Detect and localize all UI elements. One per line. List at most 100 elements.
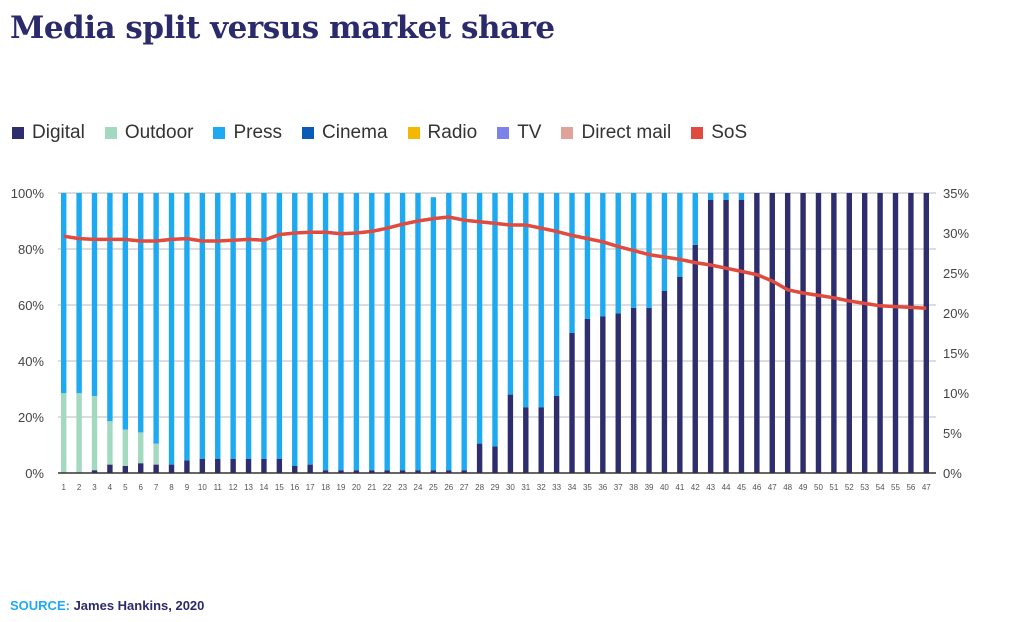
legend-swatch: [302, 127, 315, 139]
bar-digital-5: [122, 466, 129, 473]
x-tick: 50: [814, 483, 823, 492]
x-tick: 24: [414, 483, 423, 492]
x-tick: 34: [568, 483, 577, 492]
bar-press-8: [168, 193, 175, 465]
bar-press-40: [661, 193, 668, 291]
x-tick: 1: [61, 483, 66, 492]
bar-digital-54: [877, 193, 883, 473]
x-tick: 10: [198, 483, 207, 492]
bar-digital-4: [107, 464, 113, 473]
x-tick: 33: [552, 483, 561, 492]
bar-press-25: [430, 197, 437, 471]
legend-item-cinema: Cinema: [302, 122, 388, 144]
bar-digital-7: [153, 464, 159, 473]
bar-digital-24: [415, 470, 421, 473]
y-right-tick: 10%: [943, 386, 969, 401]
bar-digital-25: [430, 470, 437, 473]
x-tick: 56: [906, 483, 915, 492]
bar-press-15: [276, 193, 283, 459]
bar-press-27: [461, 193, 467, 471]
bar-press-24: [415, 193, 421, 471]
bar-press-28: [476, 193, 483, 444]
bar-digital-39: [646, 307, 652, 473]
legend-item-press: Press: [213, 122, 282, 144]
bar-digital-43: [707, 200, 714, 473]
bar-outdoor-3: [91, 396, 98, 471]
x-tick: 37: [614, 483, 623, 492]
bar-press-1: [61, 193, 67, 394]
x-tick: 17: [306, 483, 315, 492]
bar-digital-55: [892, 193, 899, 473]
bar-press-44: [723, 193, 729, 200]
bar-press-36: [600, 193, 606, 317]
legend-swatch: [497, 127, 510, 139]
x-tick: 54: [876, 483, 885, 492]
y-right-tick: 0%: [943, 466, 962, 481]
bar-press-19: [338, 193, 344, 471]
bar-digital-41: [677, 277, 683, 473]
bar-digital-32: [538, 407, 544, 473]
bar-digital-27: [461, 470, 467, 473]
legend-label: Direct mail: [581, 122, 672, 143]
legend-label: Radio: [427, 122, 478, 143]
bar-digital-50: [815, 193, 822, 473]
y-right-tick: 5%: [943, 426, 962, 441]
legend-item-direct-mail: Direct mail: [561, 122, 671, 144]
bar-digital-38: [630, 307, 637, 473]
bar-press-5: [122, 193, 129, 430]
legend-swatch: [12, 127, 24, 139]
bar-digital-19: [338, 470, 344, 473]
source-note: SOURCE: James Hankins, 2020: [10, 598, 204, 613]
bar-digital-49: [800, 193, 806, 473]
bar-digital-12: [230, 459, 236, 473]
bar-digital-11: [215, 459, 221, 473]
legend-item-digital: Digital: [12, 122, 85, 144]
y-left-tick: 0%: [25, 466, 44, 481]
x-tick: 16: [290, 483, 299, 492]
bar-digital-23: [399, 470, 406, 473]
x-tick: 30: [506, 483, 515, 492]
bar-press-45: [738, 193, 745, 200]
bar-digital-56: [908, 193, 914, 473]
bar-digital-44: [723, 200, 729, 473]
bar-press-32: [538, 193, 544, 408]
x-tick: 32: [537, 483, 546, 492]
x-tick: 35: [583, 483, 592, 492]
x-tick: 26: [444, 483, 453, 492]
chart-title: Media split versus market share: [10, 10, 555, 46]
bar-digital-30: [507, 394, 514, 473]
bar-outdoor-5: [122, 429, 129, 466]
bar-press-9: [184, 193, 190, 461]
bar-press-30: [507, 193, 514, 395]
bar-press-35: [584, 193, 591, 319]
y-right-tick: 15%: [943, 346, 969, 361]
bar-outdoor-4: [107, 421, 113, 465]
bar-digital-37: [615, 313, 621, 473]
bar-digital-15: [276, 459, 283, 473]
x-tick: 41: [675, 483, 684, 492]
bar-digital-35: [584, 319, 591, 473]
bar-digital-10: [199, 459, 206, 473]
bar-press-34: [569, 193, 575, 333]
bar-digital-31: [523, 407, 529, 473]
source-label: SOURCE:: [10, 598, 70, 613]
legend-item-tv: TV: [497, 122, 541, 144]
x-tick: 44: [722, 483, 731, 492]
bar-digital-40: [661, 291, 668, 473]
bar-press-31: [523, 193, 529, 408]
x-tick: 47: [768, 483, 777, 492]
x-tick: 3: [92, 483, 97, 492]
x-tick: 55: [891, 483, 900, 492]
bar-digital-26: [446, 470, 452, 473]
bar-outdoor-2: [76, 393, 82, 473]
bar-press-7: [153, 193, 159, 444]
y-right-tick: 35%: [943, 186, 969, 201]
x-tick: 31: [521, 483, 530, 492]
bar-digital-53: [861, 193, 868, 473]
x-tick: 42: [691, 483, 700, 492]
bar-digital-9: [184, 460, 190, 473]
y-right-tick: 30%: [943, 226, 969, 241]
x-tick: 19: [337, 483, 346, 492]
bar-press-21: [369, 193, 375, 471]
legend-label: Digital: [32, 122, 85, 143]
